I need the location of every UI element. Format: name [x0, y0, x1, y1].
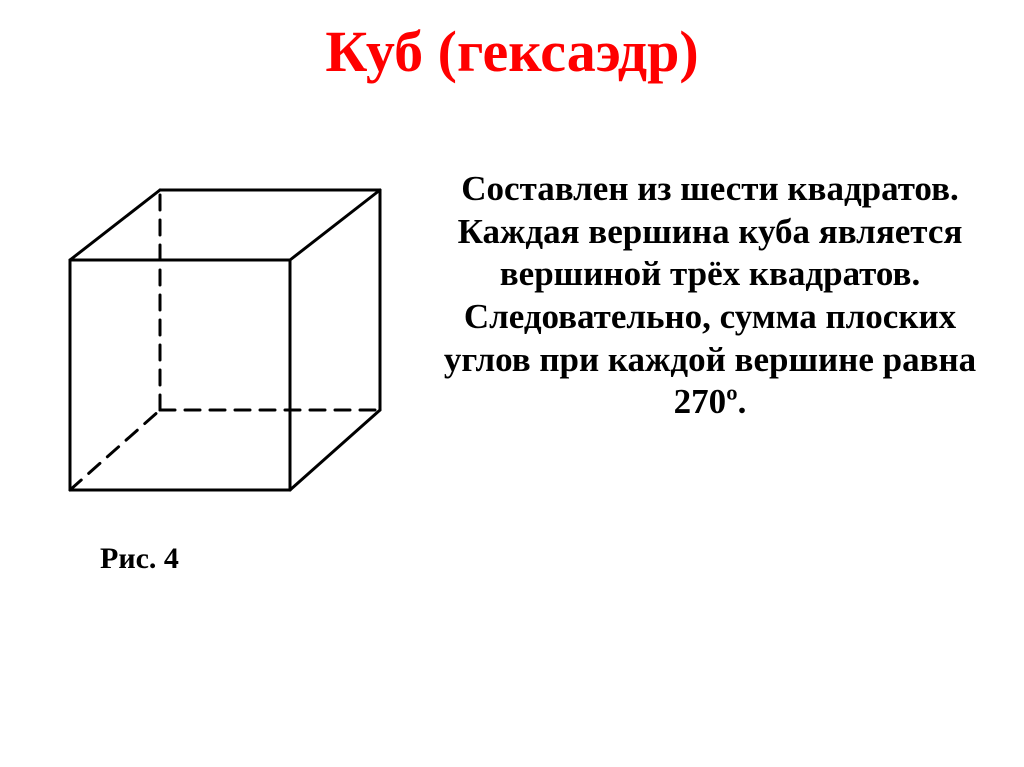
slide-title: Куб (гексаэдр): [0, 18, 1024, 85]
description-text: Составлен из шести квадратов. Каждая вер…: [440, 168, 980, 424]
cube-edges-solid: [70, 190, 380, 490]
slide: Куб (гексаэдр) Рис. 4 Составлен из шести…: [0, 0, 1024, 767]
cube-diagram: [40, 170, 410, 530]
cube-edges-dashed: [70, 190, 380, 490]
figure-caption: Рис. 4: [100, 542, 220, 577]
cube-figure: Рис. 4: [40, 170, 420, 577]
